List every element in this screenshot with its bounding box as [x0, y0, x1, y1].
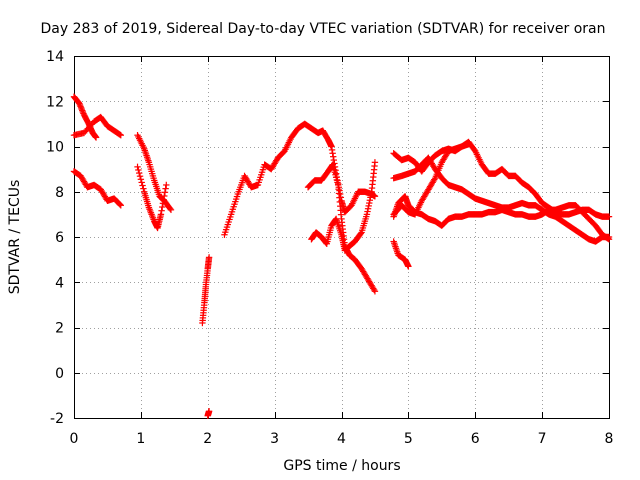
x-tick-label: 3 [270, 431, 279, 447]
data-point [159, 200, 167, 207]
data-point [405, 263, 412, 270]
data-points [70, 93, 613, 419]
data-point [159, 203, 166, 211]
x-tick-label: 6 [471, 431, 480, 447]
data-point [370, 286, 378, 294]
y-tick-label: 2 [55, 321, 64, 337]
data-point [116, 201, 124, 208]
data-point [117, 131, 125, 139]
y-tick-label: 4 [55, 275, 64, 291]
x-tick-label: 1 [136, 431, 145, 447]
data-point [205, 408, 213, 415]
data-point [167, 206, 175, 214]
y-tick-label: 6 [55, 230, 64, 246]
x-tick-label: 7 [538, 431, 547, 447]
data-point [92, 134, 100, 141]
y-axis-label: SDTVAR / TECUs [7, 180, 23, 295]
x-tick-label: 8 [605, 431, 614, 447]
data-point [138, 179, 145, 186]
data-point [371, 193, 379, 200]
data-point [431, 176, 438, 183]
data-point [205, 254, 213, 261]
y-tick-label: 12 [46, 94, 64, 110]
data-point [135, 166, 142, 174]
data-point [139, 182, 146, 189]
x-tick-label: 0 [70, 431, 79, 447]
data-point [134, 163, 141, 171]
data-point [140, 185, 147, 192]
data-point [161, 189, 169, 196]
y-tick-label: -2 [50, 411, 64, 427]
data-point [161, 192, 168, 200]
y-tick-label: 14 [46, 49, 64, 65]
data-point [137, 176, 145, 183]
data-point [605, 213, 613, 220]
y-tick-label: 10 [46, 140, 64, 156]
x-axis-label: GPS time / hours [283, 458, 400, 474]
x-tick-label: 2 [203, 431, 212, 447]
data-point [117, 202, 125, 209]
data-point [465, 141, 472, 148]
y-tick-label: 0 [55, 366, 64, 382]
data-point [322, 239, 330, 247]
data-point [136, 172, 144, 180]
data-point [166, 205, 174, 212]
y-tick-label: 8 [55, 185, 64, 201]
data-point [136, 169, 143, 177]
data-point [371, 159, 379, 166]
data-point [158, 207, 165, 214]
x-tick-labels: 0 1 2 3 4 5 6 7 8 [70, 431, 614, 447]
data-point [157, 211, 165, 218]
data-point [163, 181, 170, 189]
data-point [371, 288, 379, 295]
x-tick-label: 4 [337, 431, 346, 447]
data-point [357, 230, 364, 237]
data-point [162, 185, 169, 192]
data-point [160, 196, 167, 203]
y-tick-labels: -2 0 2 4 6 8 10 12 14 [46, 49, 64, 427]
chart-title: Day 283 of 2019, Sidereal Day-to-day VTE… [41, 21, 606, 37]
data-point [605, 233, 613, 241]
x-tick-label: 5 [404, 431, 413, 447]
